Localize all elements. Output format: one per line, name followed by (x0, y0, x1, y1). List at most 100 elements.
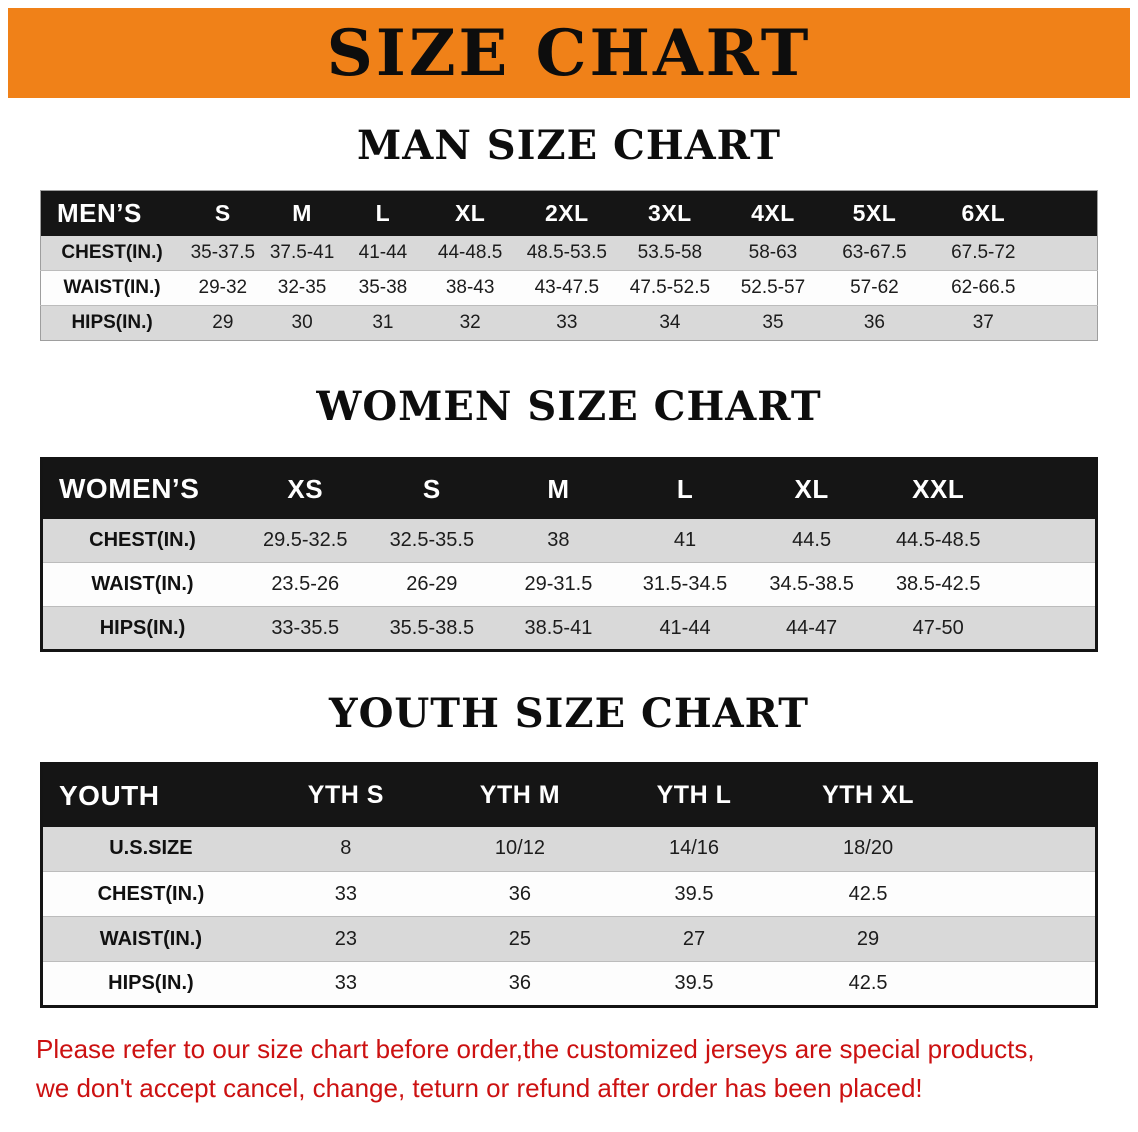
size-value: 41-44 (659, 616, 711, 639)
table-title-cell: YOUTH (41, 763, 259, 827)
size-value: 36 (508, 972, 532, 994)
size-column-header: S (368, 458, 496, 519)
youth-size-table: YOUTH YTH S YTH M YTH L YTH XL U.S.SIZE 8 10/12… (40, 762, 1098, 1008)
size-value: 62-66.5 (951, 277, 1016, 298)
table-header-row: YOUTH YTH S YTH M YTH L YTH XL (41, 763, 1097, 827)
size-value: 39.5 (674, 972, 714, 994)
size-value: 47-50 (912, 616, 964, 639)
size-value: 41 (673, 528, 697, 551)
womens-size-table: WOMEN’S XS S M L XL XXL CHEST(IN.) 29.5-32.5 32.5… (40, 457, 1098, 652)
size-value: 18/20 (843, 837, 894, 860)
spacer-cell (1041, 271, 1097, 306)
spacer-cell (1041, 190, 1098, 236)
size-column-header: YTH S (258, 763, 433, 827)
size-value: 43-47.5 (534, 277, 600, 298)
row-label: HIPS(IN.) (108, 972, 194, 994)
size-column-header: M (495, 458, 622, 519)
spacer-cell (1002, 519, 1097, 563)
spacer-cell (955, 763, 1097, 827)
measurement-row: CHEST(IN.) 33 36 39.5 42.5 (41, 871, 1097, 917)
women-section-heading: WOMEN SIZE CHART (316, 383, 822, 430)
man-section-heading: MAN SIZE CHART (357, 122, 781, 169)
size-column-header: XL (748, 458, 875, 519)
size-value: 37.5-41 (269, 241, 335, 263)
size-value: 32.5-35.5 (389, 528, 475, 551)
spacer-cell (955, 872, 1096, 917)
measurement-row: HIPS(IN.) 33-35.5 35.5-38.5 38.5-41 41-44 44-… (41, 606, 1097, 651)
size-value: 38.5-42.5 (895, 573, 981, 595)
size-value: 8 (340, 837, 352, 860)
size-column-header: M (262, 190, 342, 236)
page-title: SIZE CHART (326, 15, 812, 91)
size-value: 44-48.5 (437, 241, 503, 263)
spacer-cell (1041, 306, 1097, 341)
measurement-row: WAIST(IN.) 23 25 27 29 (41, 916, 1097, 962)
row-label: U.S.SIZE (109, 837, 193, 860)
size-value: 31 (372, 312, 394, 333)
youth-table-wrap: YOUTH YTH S YTH M YTH L YTH XL U.S.SIZE 8 10/12… (40, 762, 1098, 1008)
size-column-header: YTH L (606, 763, 782, 827)
title-banner: SIZE CHART (8, 8, 1130, 98)
spacer-cell (1001, 458, 1097, 519)
size-column-header: XL (424, 190, 517, 236)
size-column-header: XS (241, 458, 369, 519)
women-size-section: WOMEN SIZE CHART WOMEN’S XS S M L XL XXL CHEST(… (8, 385, 1130, 652)
size-value: 38.5-41 (524, 616, 593, 639)
table-header-row: MEN’S S M L XL 2XL 3XL 4XL 5XL 6XL (40, 190, 1098, 236)
size-value: 29-31.5 (524, 573, 593, 595)
size-column-header: 5XL (823, 190, 926, 236)
table-title-cell: WOMEN’S (41, 458, 242, 519)
row-label: CHEST(IN.) (61, 241, 163, 263)
size-value: 29 (212, 312, 234, 333)
row-label: WAIST(IN.) (91, 573, 194, 595)
row-label: CHEST(IN.) (97, 882, 205, 905)
size-column-header: 6XL (925, 190, 1042, 236)
spacer-cell (1002, 563, 1097, 607)
mens-size-table: MEN’S S M L XL 2XL 3XL 4XL 5XL 6XL CHEST(IN.) 35-37… (40, 190, 1098, 341)
size-value: 37 (972, 312, 994, 333)
size-value: 10/12 (494, 837, 545, 860)
size-value: 44-47 (786, 616, 838, 639)
size-column-header: YTH XL (781, 763, 956, 827)
size-value: 29.5-32.5 (262, 528, 348, 551)
spacer-cell (955, 917, 1096, 962)
size-value: 33 (334, 972, 357, 994)
size-value: 52.5-57 (740, 277, 806, 298)
size-value: 36 (508, 882, 532, 905)
disclaimer: Please refer to our size chart before or… (36, 1030, 1102, 1108)
row-label: WAIST(IN.) (99, 927, 203, 950)
size-column-header: 3XL (617, 190, 723, 236)
size-value: 58-63 (748, 241, 798, 263)
row-label: HIPS(IN.) (71, 312, 153, 333)
size-value: 23.5-26 (271, 573, 340, 595)
size-column-header: YTH M (432, 763, 607, 827)
size-column-header: L (621, 458, 749, 519)
size-value: 38 (547, 528, 570, 551)
size-value: 35-37.5 (190, 241, 256, 263)
spacer-cell (955, 827, 1096, 872)
size-value: 35 (762, 312, 784, 333)
row-label: HIPS(IN.) (99, 616, 186, 639)
size-value: 32-35 (277, 277, 327, 298)
measurement-row: CHEST(IN.) 29.5-32.5 32.5-35.5 38 41 44.5 44.5… (41, 518, 1097, 563)
size-column-header: L (341, 190, 425, 236)
size-value: 39.5 (674, 882, 714, 905)
size-value: 53.5-58 (637, 241, 703, 263)
spacer-cell (1041, 236, 1097, 271)
size-value: 23 (334, 927, 357, 950)
size-value: 63-67.5 (842, 241, 907, 263)
size-value: 36 (863, 312, 885, 333)
measurement-row: U.S.SIZE 8 10/12 14/16 18/20 (41, 826, 1097, 872)
table-title-cell: MEN’S (40, 190, 184, 236)
size-value: 57-62 (850, 277, 899, 298)
size-column-header: 2XL (516, 190, 618, 236)
size-value: 47.5-52.5 (629, 277, 711, 298)
size-value: 48.5-53.5 (526, 241, 607, 263)
size-column-header: S (183, 190, 263, 236)
size-value: 25 (508, 927, 532, 950)
size-value: 31.5-34.5 (642, 573, 728, 595)
measurement-row: HIPS(IN.) 29 30 31 32 33 34 35 36 37 (40, 305, 1098, 341)
womens-table-wrap: WOMEN’S XS S M L XL XXL CHEST(IN.) 29.5-32.5 32.5… (40, 457, 1098, 652)
row-label: CHEST(IN.) (89, 528, 196, 551)
